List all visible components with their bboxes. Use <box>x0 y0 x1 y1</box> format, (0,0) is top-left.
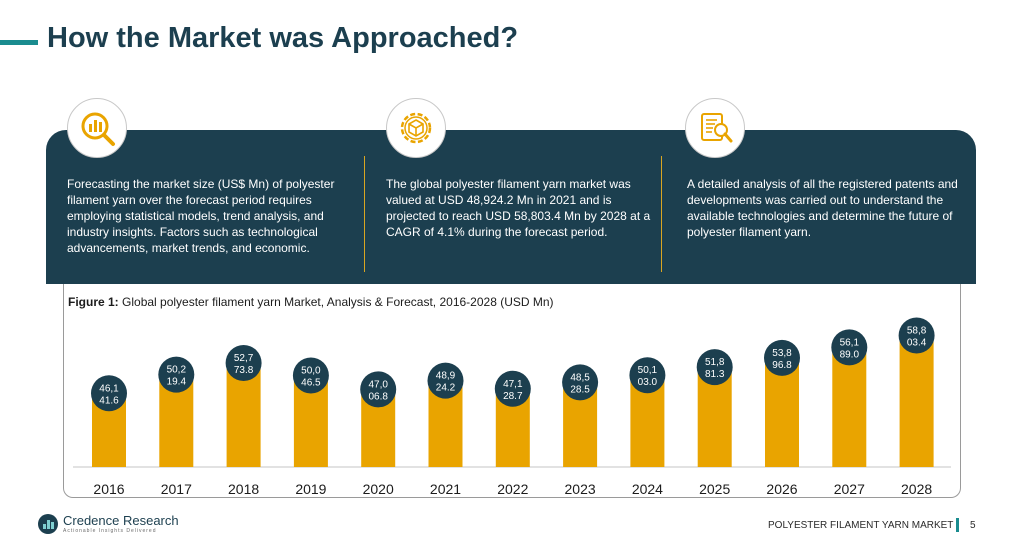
data-label-bubble-2027 <box>831 329 868 366</box>
data-label-2027-line1: 56,1 <box>840 337 860 348</box>
x-tick-label-2019: 2019 <box>295 481 326 497</box>
document-search-icon <box>685 98 745 158</box>
x-tick-label-2027: 2027 <box>834 481 865 497</box>
data-label-2017-line1: 50,2 <box>167 365 187 376</box>
data-label-2019-line1: 50,0 <box>301 365 321 376</box>
figure-label: Figure 1: <box>68 295 119 309</box>
data-label-2025-line1: 51,8 <box>705 357 725 368</box>
page-title: How the Market was Approached? <box>47 22 519 54</box>
x-tick-label-2022: 2022 <box>497 481 528 497</box>
title-accent-bar <box>0 40 38 45</box>
data-label-bubble-2024 <box>629 357 666 394</box>
data-label-bubble-2018 <box>225 344 262 381</box>
approach-text-forecasting: Forecasting the market size (US$ Mn) of … <box>67 177 335 255</box>
bar-2026 <box>765 357 799 467</box>
data-label-2020-line2: 06.8 <box>368 391 388 402</box>
data-label-bubble-2019 <box>292 357 329 394</box>
footer-divider <box>956 518 959 532</box>
data-label-2022-line2: 28.7 <box>503 391 523 402</box>
data-label-bubble-2025 <box>696 349 733 386</box>
brand-tagline: Actionable Insights Delivered <box>63 528 157 534</box>
data-label-2020-line1: 47,0 <box>368 379 388 390</box>
figure-caption-text: Global polyester filament yarn Market, A… <box>122 295 554 309</box>
data-label-2025-line2: 81.3 <box>705 369 725 380</box>
data-label-2027-line2: 89.0 <box>840 349 860 360</box>
data-label-bubble-2017 <box>158 356 195 393</box>
market-bar-chart: 46,141.6 2016 50,219.4 2017 52,773.8 2018 50,0… <box>73 317 951 497</box>
data-label-2026-line2: 96.8 <box>772 360 792 371</box>
x-tick-label-2021: 2021 <box>430 481 461 497</box>
data-label-2028-line1: 58,8 <box>907 325 927 336</box>
x-tick-label-2028: 2028 <box>901 481 932 497</box>
brand-logo: Credence Research Actionable Insights De… <box>38 514 179 534</box>
x-tick-label-2018: 2018 <box>228 481 259 497</box>
data-label-2021-line2: 24.2 <box>436 383 456 394</box>
data-label-bubble-2016 <box>91 375 127 412</box>
x-tick-label-2017: 2017 <box>161 481 192 497</box>
logo-bars-icon <box>38 514 58 534</box>
bar-2028 <box>899 335 934 467</box>
x-tick-label-2024: 2024 <box>632 481 663 497</box>
gear-cube-icon <box>386 98 446 158</box>
x-tick-label-2016: 2016 <box>93 481 124 497</box>
data-label-bubble-2022 <box>494 370 531 407</box>
chart-magnifier-icon <box>67 98 127 158</box>
data-label-bubble-2020 <box>360 371 397 408</box>
data-label-2024-line1: 50,1 <box>638 365 658 376</box>
approach-text-patents: A detailed analysis of all the registere… <box>687 177 958 239</box>
data-label-2018-line2: 73.8 <box>234 365 254 376</box>
data-label-2016-line2: 41.6 <box>99 395 119 406</box>
x-tick-label-2026: 2026 <box>766 481 797 497</box>
approach-text-market-value: The global polyester filament yarn marke… <box>386 177 651 239</box>
data-label-2016-line1: 46,1 <box>99 383 119 394</box>
data-label-bubble-2023 <box>562 364 599 401</box>
data-label-2024-line2: 03.0 <box>638 377 658 388</box>
data-label-2026-line1: 53,8 <box>772 348 792 359</box>
panel-divider <box>364 156 365 272</box>
data-label-bubble-2026 <box>764 339 800 376</box>
brand-name: Credence Research <box>63 513 179 528</box>
page-number: 5 <box>970 520 976 531</box>
figure-caption: Figure 1: Global polyester filament yarn… <box>68 295 554 309</box>
data-label-2023-line2: 28.5 <box>570 384 590 395</box>
x-tick-label-2023: 2023 <box>565 481 596 497</box>
data-label-2021-line1: 48,9 <box>436 371 456 382</box>
data-label-bubble-2021 <box>427 362 464 399</box>
data-label-2017-line2: 19.4 <box>167 377 187 388</box>
data-label-2019-line2: 46.5 <box>301 377 321 388</box>
data-label-2028-line2: 03.4 <box>907 337 927 348</box>
x-tick-label-2025: 2025 <box>699 481 730 497</box>
data-label-2023-line1: 48,5 <box>570 372 590 383</box>
footer-report-title: POLYESTER FILAMENT YARN MARKET <box>768 520 954 531</box>
approach-panel: Forecasting the market size (US$ Mn) of … <box>46 130 976 284</box>
panel-divider <box>661 156 662 272</box>
x-tick-label-2020: 2020 <box>363 481 394 497</box>
bar-2027 <box>832 347 867 467</box>
data-label-2018-line1: 52,7 <box>234 353 254 364</box>
data-label-2022-line1: 47,1 <box>503 379 523 390</box>
data-label-bubble-2028 <box>898 317 935 354</box>
